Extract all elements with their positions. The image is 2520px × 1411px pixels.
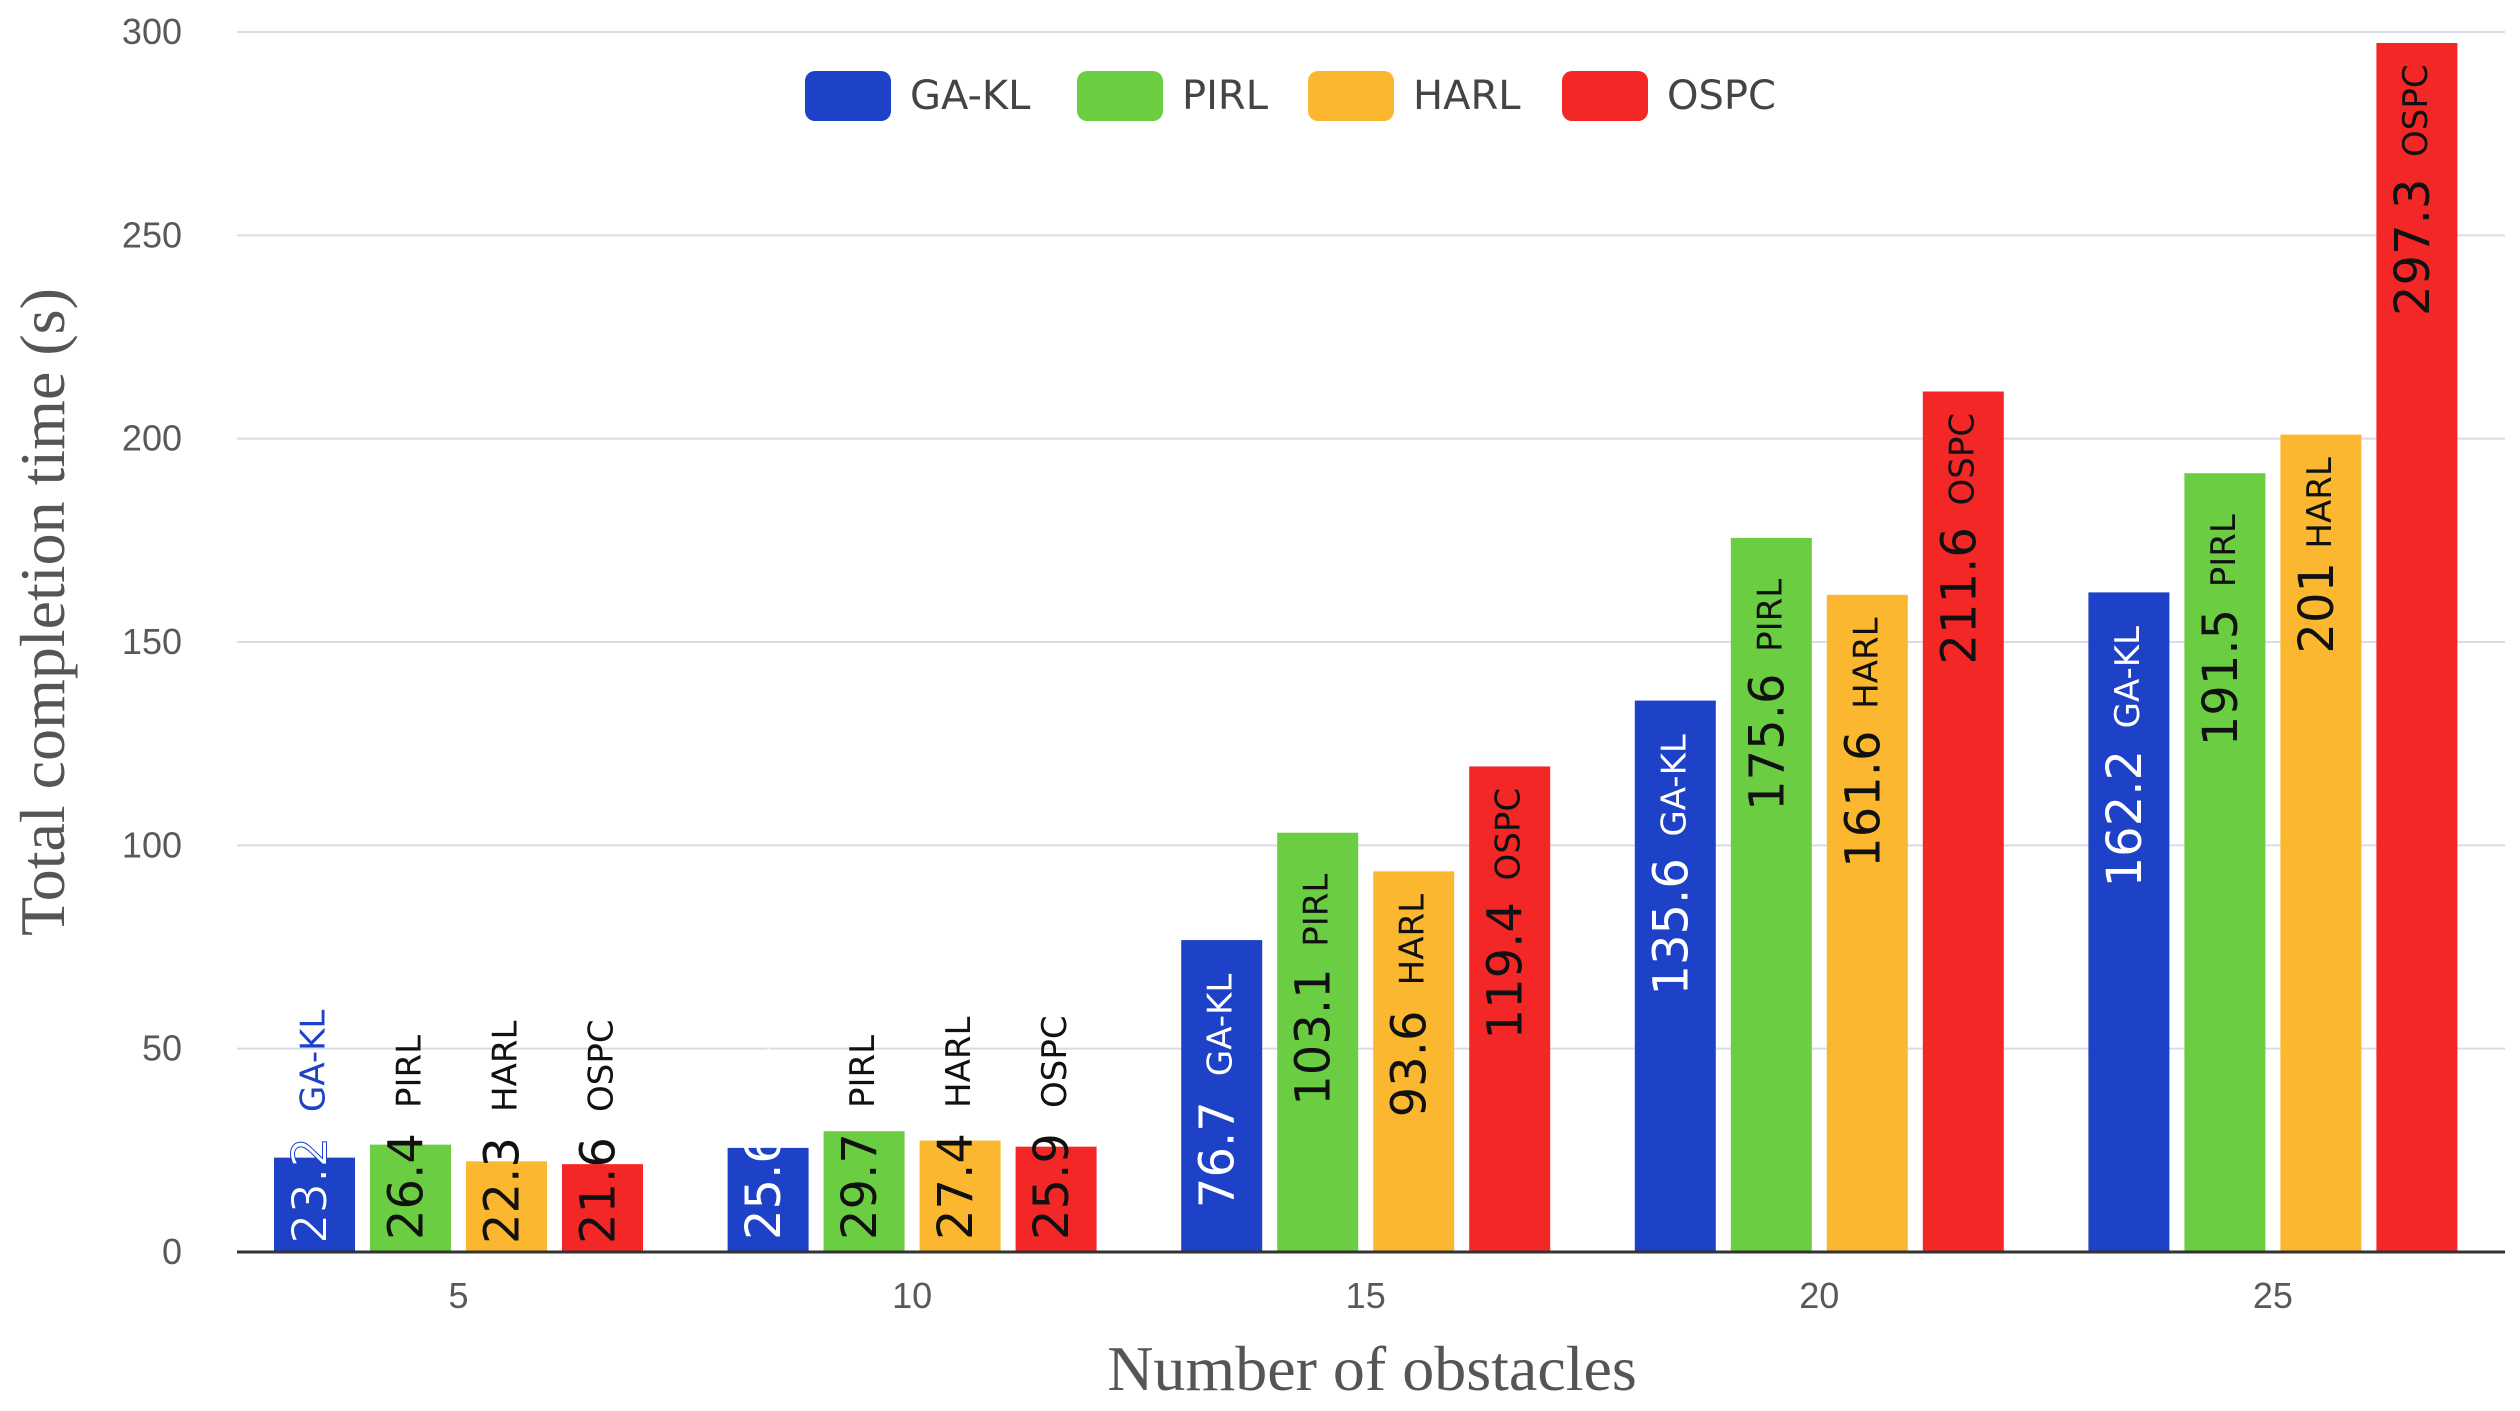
y-axis-ticks: 0 50 100 150 200 250 300 [122,11,182,1272]
bar-ga-kl-20 [1634,700,1716,1252]
bar-ga-kl-10 [727,1147,809,1252]
value-label: 201 [2289,562,2345,654]
bars [274,42,2458,1253]
value-label: 76.7 [1190,1101,1246,1208]
value-label: 26.4 [379,1133,435,1240]
x-tick-label: 10 [892,1275,932,1316]
series-name-label: OSPC [1942,413,1982,506]
legend: GA-KL PIRL HARL OSPC [805,71,1776,121]
y-tick-label: 250 [122,214,182,255]
bar-harl-20 [1826,594,1908,1252]
value-label: 161.6 [1835,730,1891,867]
legend-label-pirl: PIRL [1182,73,1269,119]
legend-swatch-harl [1308,71,1394,121]
bar-ospc-15 [1469,766,1551,1252]
y-tick-label: 50 [142,1028,182,1069]
series-name-label: OSPC [1489,788,1529,881]
bar-pirl-5 [370,1144,451,1252]
value-label: 29.7 [832,1133,888,1240]
y-tick-label: 300 [122,11,182,52]
series-name-label: HARL [1846,617,1886,708]
series-name-label: PIRL [2204,514,2244,587]
bar-pirl-10 [823,1131,905,1252]
y-tick-label: 0 [162,1231,182,1272]
value-label: 175.6 [1739,673,1795,810]
series-name-label: PIRL [1750,579,1790,652]
series-name-label: HARL [486,1021,526,1112]
value-label: 103.1 [1286,968,1342,1105]
series-name-label: GA-KL [294,1010,334,1112]
bar-ga-kl-5 [274,1157,355,1252]
value-label: 191.5 [2193,609,2249,746]
value-label: 119.4 [1478,902,1534,1039]
bar-harl-15 [1373,871,1455,1252]
legend-swatch-pirl [1077,71,1163,121]
bar-ga-kl-15 [1181,940,1263,1252]
value-label: 22.3 [475,1137,531,1244]
value-label: 93.6 [1382,1010,1438,1117]
series-name-label: PIRL [390,1035,430,1108]
bar-ospc-25 [2376,42,2458,1253]
legend-swatch-ga-kl [805,71,891,121]
bar-pirl-25 [2184,473,2266,1252]
legend-label-ga-kl: GA-KL [910,73,1031,119]
value-label: 25.9 [1024,1133,1080,1240]
bar-ga-kl-25 [2088,592,2170,1252]
bar-harl-5 [466,1161,547,1252]
series-name-label: OSPC [582,1019,622,1112]
series-name-label: HARL [939,1017,979,1108]
series-name-label: GA-KL [1654,734,1694,836]
legend-swatch-ospc [1562,71,1648,121]
bar-harl-10 [919,1140,1001,1252]
bar-pirl-20 [1730,537,1812,1252]
legend-label-ospc: OSPC [1667,73,1776,119]
value-label: 23.2 [283,1137,339,1244]
bar-ospc-10 [1015,1146,1097,1252]
series-name-label: GA-KL [747,1006,787,1108]
series-name-label: HARL [2300,457,2340,548]
series-name-label: GA-KL [1201,974,1241,1076]
value-label: 27.4 [928,1133,984,1240]
value-label: 135.6 [1643,858,1699,995]
y-axis-title: Total completion time (s) [7,288,78,936]
bar-ospc-20 [1922,391,2004,1252]
y-tick-label: 150 [122,621,182,662]
x-tick-label: 15 [1346,1275,1386,1316]
value-label: 162.2 [2097,750,2153,887]
x-tick-label: 20 [1799,1275,1839,1316]
value-label: 21.6 [571,1137,627,1244]
value-label: 25.6 [736,1133,792,1240]
x-axis-ticks: 5 10 15 20 25 [448,1275,2292,1316]
series-name-label: GA-KL [2108,626,2148,728]
value-label: 211.6 [1931,527,1987,664]
legend-label-harl: HARL [1413,73,1521,119]
y-tick-label: 100 [122,824,182,865]
series-name-label: PIRL [843,1035,883,1108]
x-axis-title: Number of obstacles [1107,1333,1637,1404]
bar-pirl-15 [1277,832,1359,1252]
series-name-label: PIRL [1297,874,1337,947]
y-tick-label: 200 [122,418,182,459]
x-tick-label: 5 [448,1275,468,1316]
bar-labels: 23.2 GA-KL 26.4 PIRL 22.3 HARL 21.6 OSPC 25.6 GA-… [282,64,2441,1244]
x-tick-label: 25 [2253,1275,2293,1316]
series-name-label: OSPC [1035,1015,1075,1108]
series-name-label: HARL [1393,894,1433,985]
series-name-label: OSPC [2396,64,2436,157]
bar-ospc-5 [562,1164,643,1252]
bar-harl-25 [2280,434,2362,1253]
value-label: 297.3 [2385,179,2441,316]
